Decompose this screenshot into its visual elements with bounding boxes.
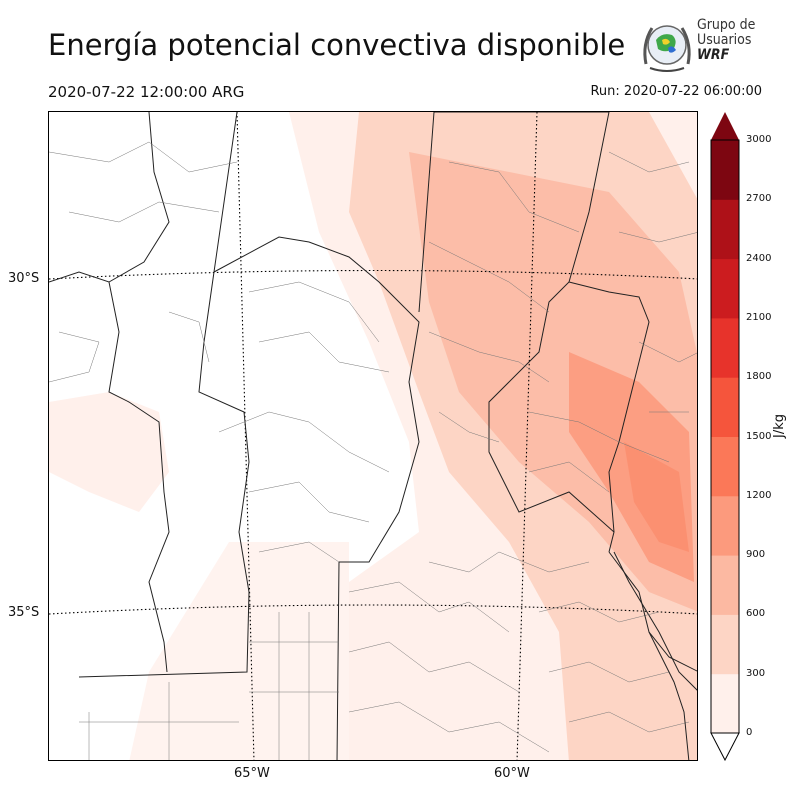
graticule [49, 112, 697, 760]
colorbar-bin [711, 614, 739, 675]
cape-light-zone-south [129, 542, 349, 760]
colorbar-bin [711, 495, 739, 556]
colorbar-tick-label: 2400 [746, 252, 772, 264]
latitude-label-30s: 30°S [8, 271, 40, 286]
latitude-line-35s [49, 604, 697, 615]
colorbar-bin [711, 673, 739, 734]
longitude-line-65w [236, 112, 255, 760]
map-title: Energía potencial convectiva disponible [48, 28, 626, 62]
province-borders [49, 112, 697, 760]
colorbar-bin [711, 555, 739, 615]
colorbar-tick-label: 1500 [746, 430, 772, 442]
logo-globe-icon [643, 25, 691, 72]
coastline [608, 551, 697, 760]
map-canvas [49, 112, 697, 760]
colorbar [710, 112, 740, 762]
colorbar-unit-label: J/kg [772, 414, 787, 438]
cape-light-patch-west [49, 392, 169, 512]
logo-text-wrf: WRF [697, 47, 730, 63]
logo-text-line1: Grupo de [697, 17, 756, 33]
latitude-line-30s [49, 269, 697, 280]
colorbar-bins [711, 140, 739, 734]
cape-1200-core [624, 442, 689, 552]
colorbar-bin [711, 317, 739, 378]
run-time: Run: 2020-07-22 06:00:00 [590, 84, 762, 99]
colorbar-bin [711, 436, 739, 497]
colorbar-tick-label: 2700 [746, 193, 772, 205]
colorbar-bin [711, 258, 739, 319]
colorbar-bin [711, 140, 739, 200]
cape-shading [49, 112, 697, 760]
longitude-label-60w: 60°W [494, 766, 530, 781]
colorbar-tick-label: 900 [746, 549, 766, 561]
wrf-users-group-logo: Grupo de Usuarios WRF [638, 14, 768, 74]
longitude-line-60w [516, 112, 538, 760]
colorbar-tick-label: 1200 [746, 489, 772, 501]
colorbar-bin [711, 377, 739, 437]
colorbar-tick-label: 3000 [746, 134, 772, 145]
longitude-label-65w: 65°W [234, 766, 270, 781]
colorbar-bin [711, 199, 739, 260]
colorbar-tick-label: 600 [746, 608, 766, 620]
colorbar-extend-top [711, 112, 739, 140]
valid-time: 2020-07-22 12:00:00 ARG [48, 83, 245, 101]
colorbar-tick-label: 2100 [746, 311, 772, 323]
logo-text-line2: Usuarios [697, 32, 752, 48]
latitude-label-35s: 35°S [8, 605, 40, 620]
colorbar-tick-label: 300 [746, 667, 766, 679]
colorbar-extend-bottom [710, 732, 740, 762]
cape-map [48, 111, 698, 761]
department-borders [49, 141, 697, 760]
colorbar-tick-label: 0 [746, 727, 753, 738]
colorbar-tick-label: 1800 [746, 371, 772, 383]
colorbar-frame [710, 139, 740, 734]
